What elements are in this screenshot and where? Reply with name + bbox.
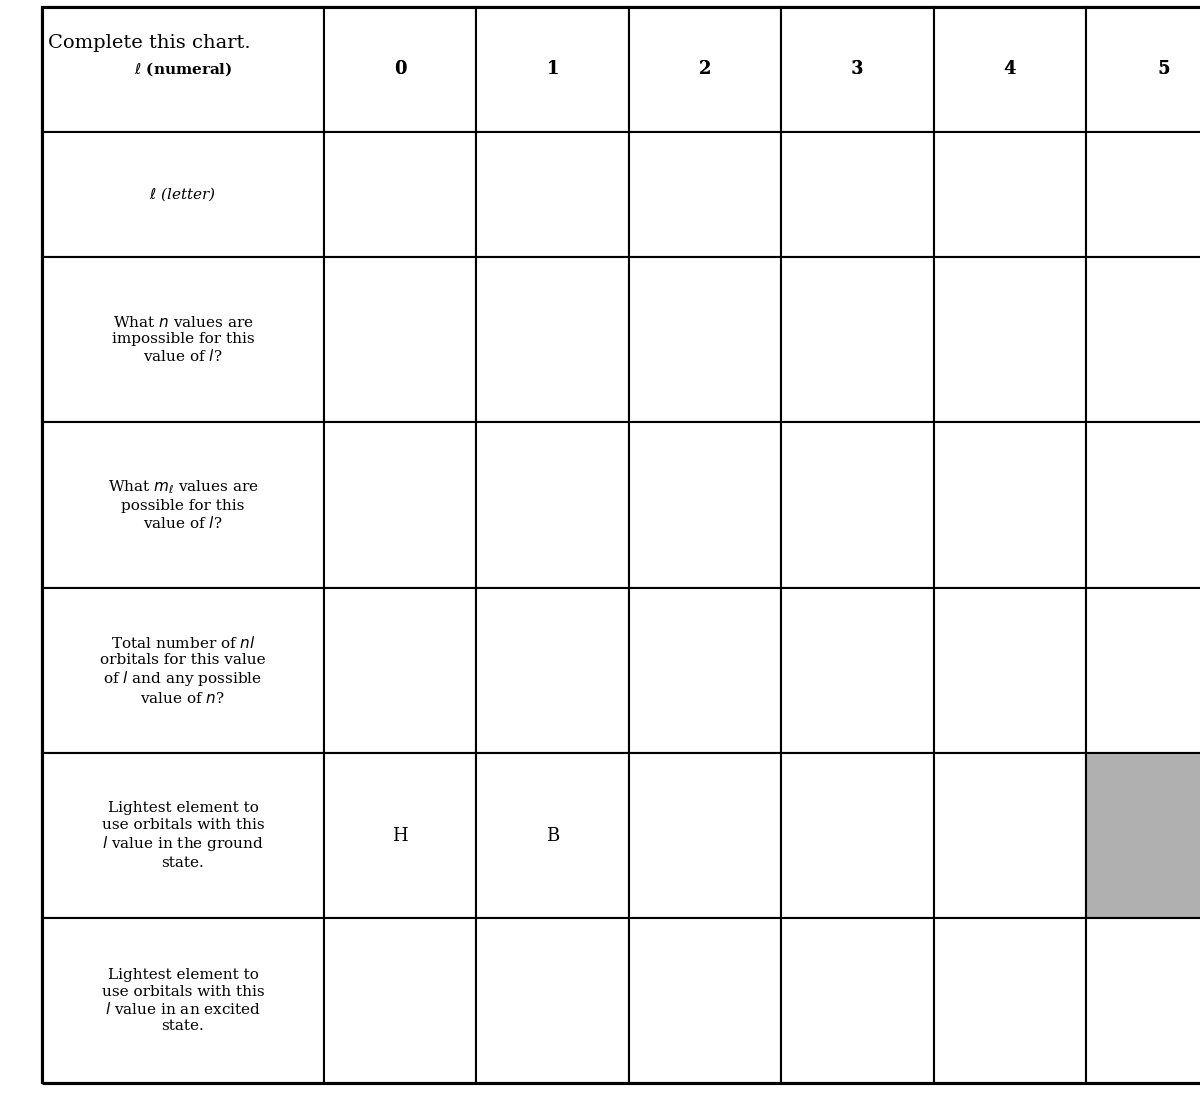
Bar	[781, 588, 934, 753]
Text: 4: 4	[1003, 60, 1016, 78]
Bar	[1086, 753, 1200, 918]
Bar	[1086, 132, 1200, 257]
Text: 2: 2	[698, 60, 712, 78]
Bar	[476, 588, 629, 753]
Text: Total number of $n$$l$
orbitals for this value
of $l$ and any possible
value of : Total number of $n$$l$ orbitals for this…	[100, 634, 266, 706]
Bar	[476, 422, 629, 588]
Text: $\ell$ (numeral): $\ell$ (numeral)	[133, 60, 233, 78]
Bar	[42, 257, 324, 422]
Bar	[629, 918, 781, 1083]
Bar	[324, 257, 476, 422]
Bar	[781, 132, 934, 257]
Bar	[934, 422, 1086, 588]
Bar	[476, 257, 629, 422]
Text: 2: 2	[700, 60, 710, 78]
Bar	[324, 422, 476, 588]
Bar	[476, 753, 629, 918]
Bar	[781, 918, 934, 1083]
Text: What $n$ values are
impossible for this
value of $l$?: What $n$ values are impossible for this …	[112, 315, 254, 364]
Text: $\ell$ (letter): $\ell$ (letter)	[150, 185, 216, 203]
Bar	[934, 588, 1086, 753]
Text: 4: 4	[1004, 60, 1015, 78]
Text: B: B	[546, 827, 559, 844]
Bar	[42, 132, 324, 257]
Bar	[781, 7, 934, 132]
Bar	[42, 7, 324, 132]
Text: 1: 1	[546, 60, 559, 78]
Bar	[476, 132, 629, 257]
Bar	[42, 588, 324, 753]
Bar	[934, 753, 1086, 918]
Bar	[42, 753, 324, 918]
Bar	[781, 753, 934, 918]
Bar	[476, 7, 629, 132]
Text: What $m_\ell$ values are
possible for this
value of $l$?: What $m_\ell$ values are possible for th…	[108, 478, 258, 532]
Bar	[629, 257, 781, 422]
Bar	[1086, 257, 1200, 422]
Text: 0: 0	[395, 60, 406, 78]
Text: 1: 1	[547, 60, 558, 78]
Text: 5: 5	[1158, 60, 1170, 78]
Bar	[324, 918, 476, 1083]
Bar	[781, 422, 934, 588]
Bar	[934, 132, 1086, 257]
Bar	[324, 7, 476, 132]
Bar	[934, 257, 1086, 422]
Bar	[629, 7, 781, 132]
Text: Lightest element to
use orbitals with this
$l$ value in an excited
state.: Lightest element to use orbitals with th…	[102, 968, 264, 1033]
Bar	[934, 918, 1086, 1083]
Bar	[629, 422, 781, 588]
Bar	[324, 588, 476, 753]
Bar	[1086, 588, 1200, 753]
Bar	[629, 132, 781, 257]
Text: 0: 0	[394, 60, 407, 78]
Bar	[629, 753, 781, 918]
Bar	[324, 753, 476, 918]
Text: Complete this chart.: Complete this chart.	[48, 34, 251, 51]
Text: 3: 3	[851, 60, 864, 78]
Bar	[781, 257, 934, 422]
Text: 3: 3	[852, 60, 863, 78]
Bar	[629, 588, 781, 753]
Bar	[1086, 918, 1200, 1083]
Bar	[324, 132, 476, 257]
Bar	[934, 7, 1086, 132]
Bar	[42, 422, 324, 588]
Bar	[42, 918, 324, 1083]
Text: 5: 5	[1158, 60, 1170, 78]
Bar	[1086, 7, 1200, 132]
Text: Lightest element to
use orbitals with this
$l$ value in the ground
state.: Lightest element to use orbitals with th…	[102, 801, 264, 870]
Bar	[476, 918, 629, 1083]
Bar	[1086, 422, 1200, 588]
Text: H: H	[392, 827, 408, 844]
